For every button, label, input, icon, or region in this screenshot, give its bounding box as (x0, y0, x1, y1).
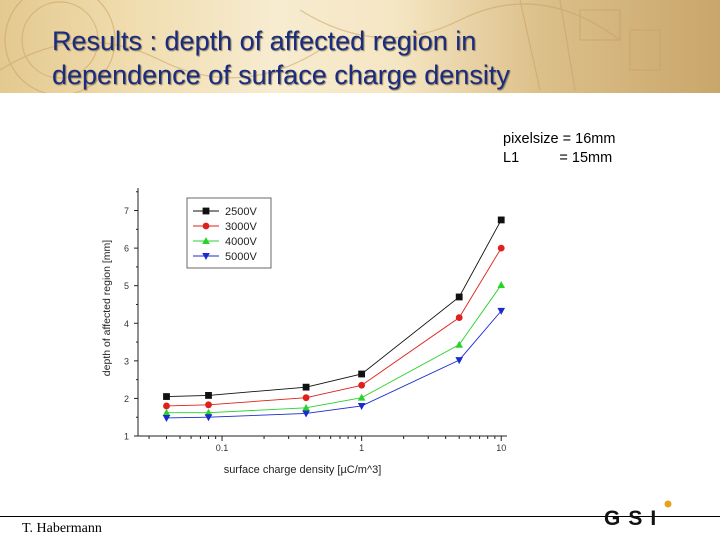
series-line-2500V (166, 219, 502, 397)
data-point-5000V (162, 414, 171, 422)
data-point-2500V (302, 383, 310, 391)
data-point-2500V (163, 393, 170, 400)
depth-chart: 1 2 3 4 5 6 7 0.1 1 10 surface charge density [µC/… (101, 188, 507, 476)
data-point-3000V (497, 244, 505, 252)
x-axis-label: surface charge density [µC/m^3] (224, 464, 382, 476)
data-point-2500V (358, 370, 366, 378)
y-tick-label: 6 (124, 244, 129, 254)
title-line-2: dependence of surface charge density (52, 60, 510, 90)
legend-label-2500V: 2500V (225, 206, 257, 218)
slide-title: Results : depth of affected region in de… (52, 24, 510, 92)
data-point-4000V (455, 340, 464, 348)
y-tick-label: 3 (124, 356, 129, 366)
author-name: T. Habermann (22, 521, 102, 536)
data-point-3000V (455, 314, 463, 322)
legend-marker-2500V (202, 207, 210, 215)
legend-marker-4000V (202, 237, 210, 244)
y-tick-label: 1 (124, 432, 129, 442)
footer-divider (0, 516, 720, 517)
data-point-5000V (455, 357, 464, 365)
svg-text:GSI: GSI (604, 507, 664, 529)
y-tick-label: 7 (124, 206, 129, 216)
y-tick-label: 2 (124, 394, 129, 404)
gsi-logo: GSI (604, 500, 672, 529)
legend-marker-3000V (202, 222, 210, 230)
y-tick-label: 4 (124, 319, 129, 329)
data-point-2500V (455, 293, 463, 301)
data-point-5000V (357, 402, 366, 410)
title-line-1: Results : depth of affected region in (52, 26, 477, 56)
x-tick-label: 10 (496, 443, 506, 453)
data-point-3000V (163, 402, 170, 410)
title-banner: Results : depth of affected region in de… (0, 0, 720, 93)
legend-label-5000V: 5000V (225, 251, 257, 263)
note-l1: L1 = 15mm (503, 150, 613, 166)
note-pixelsize: pixelsize = 16mm (503, 131, 616, 147)
parameter-note: pixelsize = 16mm L1 = 15mm (503, 130, 615, 168)
legend-label-3000V: 3000V (225, 221, 257, 233)
legend-marker-5000V (202, 253, 210, 260)
y-tick-label: 5 (124, 281, 129, 291)
data-point-4000V (497, 280, 506, 288)
data-point-5000V (204, 414, 213, 422)
data-point-4000V (204, 408, 213, 416)
data-point-2500V (497, 216, 505, 224)
series-line-4000V (166, 284, 502, 414)
y-axis-label: depth of affected region [mm] (101, 240, 113, 376)
data-point-3000V (302, 394, 310, 402)
data-point-5000V (302, 410, 310, 418)
series-line-5000V (166, 310, 502, 419)
data-point-3000V (358, 381, 366, 389)
data-point-4000V (357, 393, 366, 401)
series-line-3000V (166, 247, 502, 407)
data-point-2500V (205, 392, 212, 399)
data-point-5000V (497, 307, 506, 315)
data-point-4000V (162, 408, 171, 416)
legend-label-4000V: 4000V (225, 236, 257, 248)
x-tick-label: 1 (359, 443, 364, 453)
data-point-3000V (205, 401, 212, 409)
data-point-4000V (302, 403, 310, 411)
banner-decoration (0, 0, 661, 93)
x-tick-label: 0.1 (216, 443, 229, 453)
